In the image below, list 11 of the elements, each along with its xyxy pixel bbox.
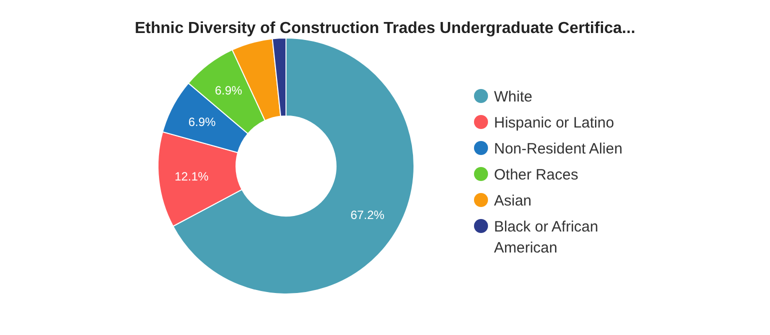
chart-title: Ethnic Diversity of Construction Trades Undergraduate Certifica... [134,20,636,37]
data-label: 6.9% [188,114,216,129]
legend-label: Hispanic or Latino [494,114,614,132]
legend-label: White [494,88,532,106]
legend-label: Other Races [494,166,578,184]
data-label: 67.2% [350,208,385,222]
legend-label: Black or African American [494,218,598,256]
data-label: 12.1% [174,170,209,184]
legend-label: Asian [494,192,532,210]
data-label: 6.9% [214,84,242,98]
legend-label: Non-Resident Alien [494,140,622,158]
